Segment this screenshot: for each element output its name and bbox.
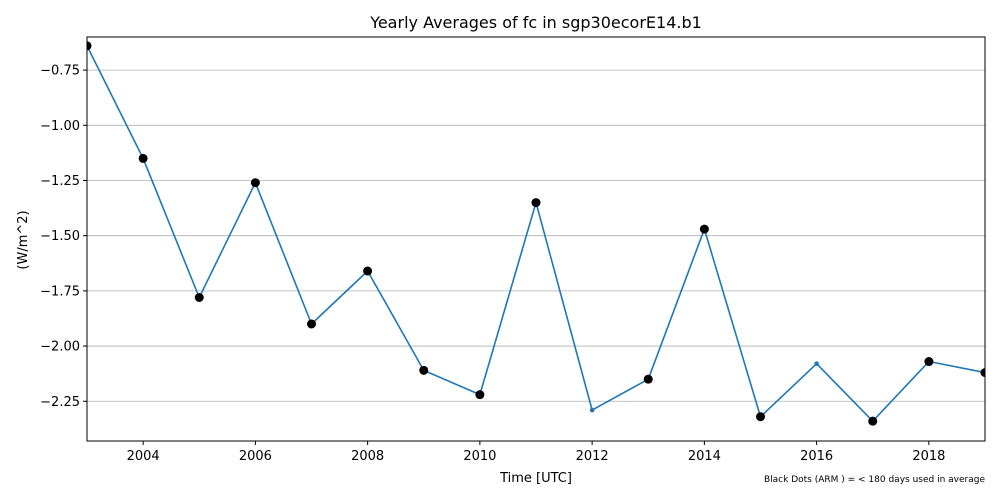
footnote: Black Dots (ARM ) = < 180 days used in a… bbox=[764, 475, 985, 485]
data-point-black bbox=[868, 416, 878, 426]
y-tick-label: −1.25 bbox=[40, 174, 80, 189]
series-line bbox=[87, 45, 985, 422]
data-point-black bbox=[419, 365, 429, 375]
x-tick-label: 2008 bbox=[351, 449, 384, 464]
data-point-black bbox=[307, 319, 316, 329]
y-tick-label: −1.00 bbox=[40, 119, 80, 134]
data-point-black bbox=[531, 198, 541, 208]
data-point-black bbox=[87, 41, 92, 51]
data-point-black bbox=[475, 390, 485, 400]
data-point-black bbox=[138, 153, 148, 163]
data-point bbox=[814, 361, 819, 367]
y-tick-label: −1.50 bbox=[40, 229, 80, 244]
data-point-black bbox=[756, 412, 765, 422]
axes bbox=[86, 36, 986, 442]
x-ticks: 2004 2006 2008 2010 2012 2014 2016 2018 bbox=[127, 441, 945, 464]
x-tick-label: 2018 bbox=[912, 449, 945, 464]
y-tick-label: −0.75 bbox=[40, 64, 80, 79]
data-point-black bbox=[980, 368, 985, 378]
x-axis-label: Time [UTC] bbox=[499, 471, 572, 486]
x-tick-label: 2016 bbox=[800, 449, 833, 464]
x-tick-label: 2010 bbox=[463, 449, 496, 464]
x-tick-label: 2014 bbox=[688, 449, 721, 464]
x-tick-label: 2006 bbox=[239, 449, 272, 464]
plot-frame bbox=[86, 36, 986, 442]
y-tick-label: −2.25 bbox=[40, 395, 80, 410]
series-group bbox=[87, 41, 985, 426]
data-point-black bbox=[250, 178, 260, 188]
y-tick-label: −1.75 bbox=[40, 284, 80, 299]
x-tick-label: 2004 bbox=[127, 449, 160, 464]
y-ticks: −0.75 −1.00 −1.25 −1.50 −1.75 −2.00 −2.25 bbox=[40, 64, 87, 410]
data-point bbox=[589, 407, 595, 413]
data-point-black bbox=[699, 224, 709, 234]
y-axis-label: (W/m^2) bbox=[16, 210, 31, 269]
x-tick-label: 2012 bbox=[576, 449, 609, 464]
grid bbox=[87, 69, 985, 402]
data-point-black bbox=[194, 293, 204, 303]
data-point-black bbox=[363, 266, 373, 276]
data-point-black bbox=[924, 357, 934, 367]
series-layer bbox=[87, 41, 985, 426]
data-point-black bbox=[643, 374, 653, 384]
chart-title: Yearly Averages of fc in sgp30ecorE14.b1 bbox=[369, 13, 702, 32]
y-tick-label: −2.00 bbox=[40, 340, 80, 355]
